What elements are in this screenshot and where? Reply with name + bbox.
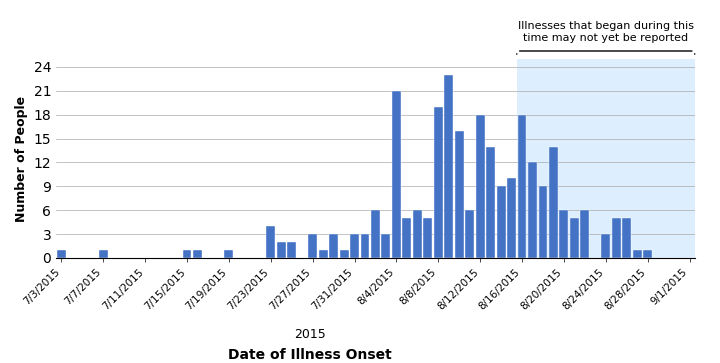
Text: 2015: 2015 [294,327,325,340]
Bar [570,218,579,258]
Bar [559,210,568,258]
Bar [539,186,547,258]
Bar [612,218,621,258]
Bar [350,234,359,258]
Bar [183,250,192,258]
Bar [507,178,516,258]
Bar [308,234,317,258]
Text: Date of Illness Onset: Date of Illness Onset [228,348,392,362]
Bar [601,234,611,258]
Bar [392,91,401,258]
Bar [633,250,642,258]
Bar [486,147,495,258]
Bar [465,210,474,258]
Bar [517,59,695,258]
Bar [580,210,589,258]
Bar [444,75,453,258]
Bar [329,234,338,258]
Bar [455,131,464,258]
Bar [382,234,390,258]
Bar [340,250,348,258]
Bar [57,250,66,258]
Bar [276,242,286,258]
Bar [371,210,380,258]
Bar [549,147,558,258]
Bar [643,250,652,258]
Bar [423,218,432,258]
Bar [413,210,422,258]
Bar [528,162,537,258]
Bar [361,234,369,258]
Bar [622,218,631,258]
Bar [287,242,296,258]
Y-axis label: Number of People: Number of People [15,95,28,221]
Bar [225,250,233,258]
Bar [434,107,443,258]
Bar [193,250,202,258]
Bar [497,186,505,258]
Bar [476,115,485,258]
Bar [518,115,526,258]
Bar [266,226,275,258]
Bar [319,250,328,258]
Bar [402,218,411,258]
Bar [99,250,108,258]
Text: Illnesses that began during this
time may not yet be reported: Illnesses that began during this time ma… [518,21,694,43]
